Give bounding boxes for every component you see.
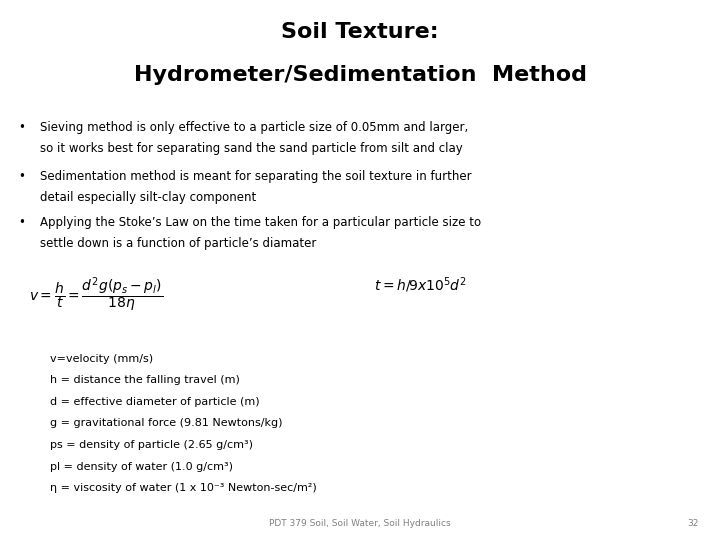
Text: Hydrometer/Sedimentation  Method: Hydrometer/Sedimentation Method	[133, 65, 587, 85]
Text: PDT 379 Soil, Soil Water, Soil Hydraulics: PDT 379 Soil, Soil Water, Soil Hydraulic…	[269, 519, 451, 528]
Text: h = distance the falling travel (m): h = distance the falling travel (m)	[50, 375, 240, 386]
Text: Applying the Stoke’s Law on the time taken for a particular particle size to: Applying the Stoke’s Law on the time tak…	[40, 216, 481, 229]
Text: Soil Texture:: Soil Texture:	[282, 22, 438, 42]
Text: 32: 32	[687, 519, 698, 528]
Text: Sedimentation method is meant for separating the soil texture in further: Sedimentation method is meant for separa…	[40, 170, 471, 183]
Text: so it works best for separating sand the sand particle from silt and clay: so it works best for separating sand the…	[40, 142, 462, 155]
Text: ps = density of particle (2.65 g/cm³): ps = density of particle (2.65 g/cm³)	[50, 440, 253, 450]
Text: η = viscosity of water (1 x 10⁻³ Newton-sec/m²): η = viscosity of water (1 x 10⁻³ Newton-…	[50, 483, 317, 494]
Text: $t = h/9x10^5d^2$: $t = h/9x10^5d^2$	[374, 275, 467, 295]
Text: detail especially silt-clay component: detail especially silt-clay component	[40, 191, 256, 204]
Text: d = effective diameter of particle (m): d = effective diameter of particle (m)	[50, 397, 260, 407]
Text: Sieving method is only effective to a particle size of 0.05mm and larger,: Sieving method is only effective to a pa…	[40, 122, 468, 134]
Text: •: •	[18, 122, 25, 134]
Text: g = gravitational force (9.81 Newtons/kg): g = gravitational force (9.81 Newtons/kg…	[50, 418, 283, 429]
Text: pl = density of water (1.0 g/cm³): pl = density of water (1.0 g/cm³)	[50, 462, 233, 472]
Text: $v = \dfrac{h}{t} = \dfrac{d^2g(p_s - p_l)}{18\eta}$: $v = \dfrac{h}{t} = \dfrac{d^2g(p_s - p_…	[29, 275, 163, 314]
Text: v=velocity (mm/s): v=velocity (mm/s)	[50, 354, 153, 364]
Text: •: •	[18, 170, 25, 183]
Text: •: •	[18, 216, 25, 229]
Text: settle down is a function of particle’s diamater: settle down is a function of particle’s …	[40, 237, 316, 249]
